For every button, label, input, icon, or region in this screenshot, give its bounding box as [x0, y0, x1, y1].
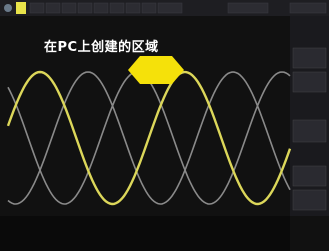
side-buttons	[293, 48, 326, 210]
region-label: 在PC上创建的区域	[44, 36, 159, 55]
channel-icon[interactable]	[16, 2, 26, 14]
oscilloscope-screen: 在PC上创建的区域	[0, 0, 329, 251]
bottom-bar	[0, 216, 290, 251]
menu-icon[interactable]	[4, 4, 12, 12]
